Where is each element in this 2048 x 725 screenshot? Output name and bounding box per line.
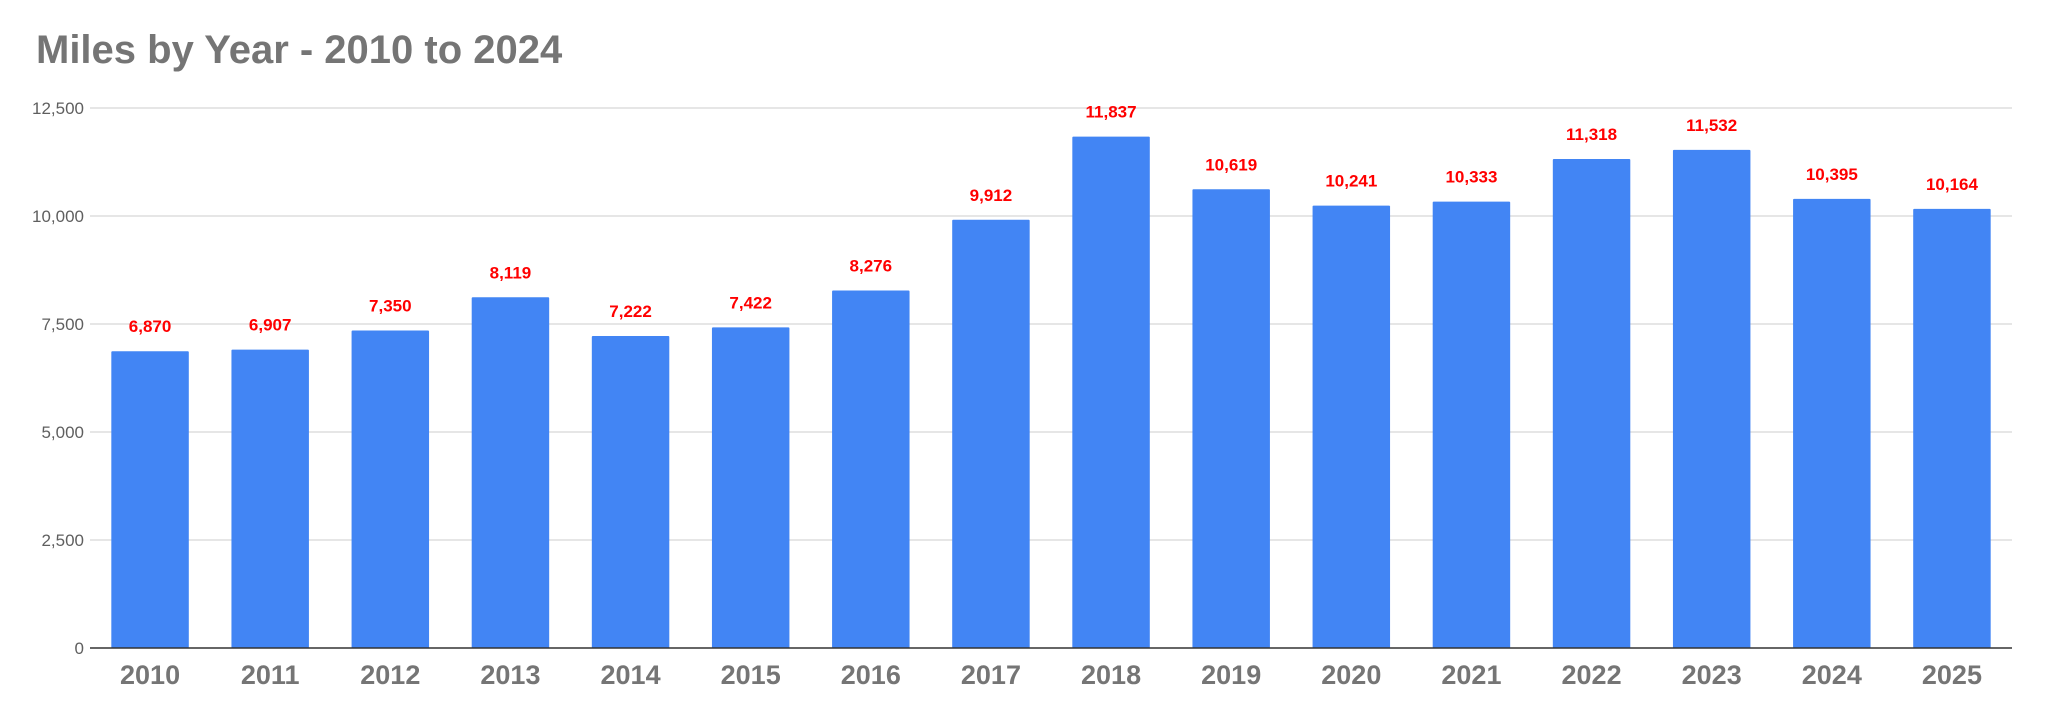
x-tick-label: 2010 (120, 660, 180, 690)
y-axis-ticks: 0 2,500 5,000 7,500 10,000 12,500 (32, 99, 84, 658)
data-label: 10,619 (1205, 155, 1257, 174)
bars (111, 136, 1991, 649)
x-tick-label: 2014 (601, 660, 661, 690)
data-label: 8,119 (490, 263, 532, 282)
bar-2024 (1793, 198, 1871, 648)
x-tick-label: 2012 (360, 660, 420, 690)
data-label: 10,241 (1325, 172, 1377, 191)
y-tick-label: 0 (75, 639, 84, 658)
data-labels: 6,870 6,907 7,350 8,119 7,222 7,422 8,276 9,912… (129, 103, 1979, 337)
data-label: 10,333 (1445, 168, 1497, 187)
data-label: 7,350 (369, 296, 412, 315)
bar-2012 (351, 330, 430, 648)
data-label: 11,532 (1686, 116, 1737, 135)
data-label: 10,164 (1926, 175, 1979, 194)
bar-2015 (711, 327, 790, 648)
x-tick-label: 2013 (480, 660, 540, 690)
x-tick-label: 2015 (721, 660, 781, 690)
data-label: 6,870 (129, 317, 172, 336)
y-tick-label: 5,000 (41, 423, 84, 442)
y-tick-label: 2,500 (41, 531, 84, 550)
x-tick-label: 2025 (1922, 660, 1982, 690)
data-label: 8,276 (850, 256, 893, 275)
bar-2018 (1072, 136, 1150, 648)
bar-2020 (1312, 205, 1391, 648)
bar-2010 (111, 351, 189, 648)
chart-title: Miles by Year - 2010 to 2024 (36, 28, 563, 72)
x-tick-label: 2023 (1682, 660, 1742, 690)
data-label: 7,422 (729, 293, 772, 312)
bar-2017 (952, 219, 1030, 648)
x-tick-label: 2018 (1081, 660, 1141, 690)
data-label: 6,907 (249, 316, 292, 335)
x-tick-label: 2020 (1321, 660, 1381, 690)
x-tick-label: 2016 (841, 660, 901, 690)
data-label: 7,222 (609, 302, 652, 321)
y-tick-label: 10,000 (32, 207, 84, 226)
x-tick-label: 2021 (1441, 660, 1501, 690)
bar-2025 (1913, 208, 1991, 648)
data-label: 10,395 (1806, 165, 1858, 184)
y-tick-label: 12,500 (32, 99, 84, 118)
bar-2022 (1552, 159, 1631, 649)
bar-2019 (1192, 189, 1270, 648)
bar-2013 (471, 297, 550, 648)
x-tick-label: 2017 (961, 660, 1021, 690)
y-tick-label: 7,500 (41, 315, 84, 334)
x-tick-label: 2019 (1201, 660, 1261, 690)
bar-2023 (1672, 149, 1751, 648)
data-label: 11,837 (1086, 103, 1137, 122)
x-tick-label: 2011 (241, 660, 300, 690)
bar-2014 (591, 336, 670, 648)
x-tick-label: 2022 (1562, 660, 1622, 690)
data-label: 9,912 (970, 186, 1013, 205)
bar-2016 (832, 290, 910, 648)
bar-2011 (231, 349, 309, 648)
data-label: 11,318 (1566, 125, 1617, 144)
x-tick-label: 2024 (1802, 660, 1862, 690)
x-axis-ticks: 2010 2011 2012 2013 2014 2015 2016 2017 2018 2019… (120, 660, 1982, 690)
bar-2021 (1432, 201, 1511, 649)
